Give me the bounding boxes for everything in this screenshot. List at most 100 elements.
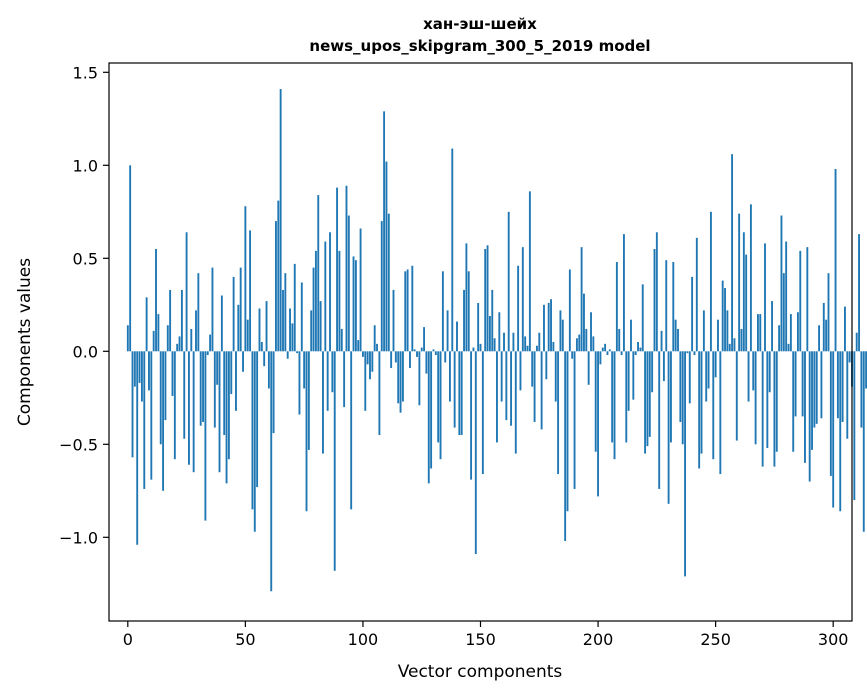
bar-100	[362, 351, 364, 357]
bar-219	[641, 284, 644, 352]
bar-74	[300, 282, 303, 352]
bar-281	[787, 343, 790, 352]
bar-302	[836, 351, 839, 419]
bar-104	[371, 351, 374, 372]
bar-298	[827, 273, 830, 352]
bar-211	[622, 234, 625, 352]
bar-102	[366, 351, 369, 365]
bar-177	[543, 304, 545, 352]
bar-198	[592, 336, 595, 352]
bar-255	[726, 310, 729, 352]
bar-226	[658, 351, 661, 489]
bar-78	[310, 310, 313, 352]
bar-4	[136, 351, 139, 545]
bar-189	[571, 351, 574, 359]
bar-252	[719, 351, 722, 475]
bar-188	[568, 269, 571, 352]
bar-191	[575, 338, 578, 352]
bar-88	[333, 351, 336, 571]
bar-273	[768, 351, 771, 393]
bar-120	[409, 351, 411, 369]
bar-37	[213, 351, 216, 428]
bar-121	[411, 265, 414, 352]
bar-254	[724, 288, 726, 352]
bar-175	[538, 332, 541, 352]
bar-261	[740, 328, 743, 352]
bar-67	[284, 273, 287, 352]
bar-249	[712, 351, 715, 460]
bar-97	[354, 260, 357, 352]
bar-240	[691, 276, 694, 352]
bar-55	[256, 351, 259, 488]
bar-250	[714, 351, 717, 378]
bar-77	[307, 351, 310, 450]
bar-184	[559, 310, 562, 352]
bar-64	[277, 200, 280, 352]
x-tick-label: 0	[123, 630, 133, 649]
bar-26	[188, 351, 190, 465]
bar-141	[458, 351, 461, 435]
bar-91	[340, 328, 343, 352]
bar-251	[717, 319, 719, 352]
bar-231	[670, 351, 672, 443]
bar-164	[512, 332, 515, 352]
x-axis-label: Vector components	[398, 662, 563, 682]
bar-8	[145, 297, 148, 352]
bar-137	[448, 351, 451, 402]
bar-75	[303, 351, 306, 389]
bar-311	[858, 234, 860, 352]
bar-41	[223, 351, 226, 435]
bar-90	[338, 250, 341, 352]
bar-16	[164, 351, 167, 421]
bar-127	[425, 351, 428, 374]
bar-309	[853, 351, 856, 501]
bar-283	[792, 351, 795, 452]
bar-33	[204, 351, 207, 521]
bar-288	[804, 351, 806, 463]
bar-124	[418, 351, 421, 406]
bar-284	[794, 351, 797, 417]
bar-193	[580, 247, 583, 352]
y-tick-label: 1.0	[73, 156, 98, 175]
bar-85	[326, 351, 329, 411]
bar-71	[293, 263, 296, 352]
bar-267	[754, 351, 757, 445]
bar-215	[632, 351, 635, 400]
bar-282	[789, 314, 792, 352]
bar-122	[413, 349, 416, 352]
bar-9	[148, 351, 150, 391]
bar-57	[260, 342, 263, 352]
bar-95	[350, 351, 353, 510]
bar-63	[275, 221, 277, 352]
bar-59	[265, 301, 268, 352]
x-tick-label: 250	[700, 630, 731, 649]
bar-169	[524, 336, 527, 352]
bar-7	[143, 351, 146, 489]
bar-32	[202, 351, 204, 422]
bar-187	[566, 351, 569, 512]
y-tick-label: 1.5	[73, 63, 98, 82]
bar-40	[220, 295, 223, 352]
bar-81	[317, 195, 320, 352]
bar-89	[336, 187, 339, 352]
bar-36	[211, 267, 214, 352]
bar-130	[432, 349, 435, 352]
bar-314	[865, 351, 867, 389]
bar-93	[345, 185, 348, 352]
bar-276	[775, 351, 778, 452]
bar-257	[731, 154, 734, 352]
bar-14	[159, 351, 162, 445]
bar-165	[514, 351, 517, 454]
bar-262	[742, 232, 745, 352]
bar-174	[535, 345, 538, 352]
bar-115	[397, 351, 400, 404]
bar-210	[620, 351, 623, 356]
x-tick-label: 150	[465, 630, 496, 649]
bar-269	[759, 314, 762, 352]
bar-239	[688, 351, 691, 404]
bar-287	[801, 351, 804, 417]
bar-68	[286, 351, 289, 359]
bar-166	[517, 265, 520, 352]
bar-15	[162, 351, 165, 491]
bar-241	[693, 351, 696, 356]
